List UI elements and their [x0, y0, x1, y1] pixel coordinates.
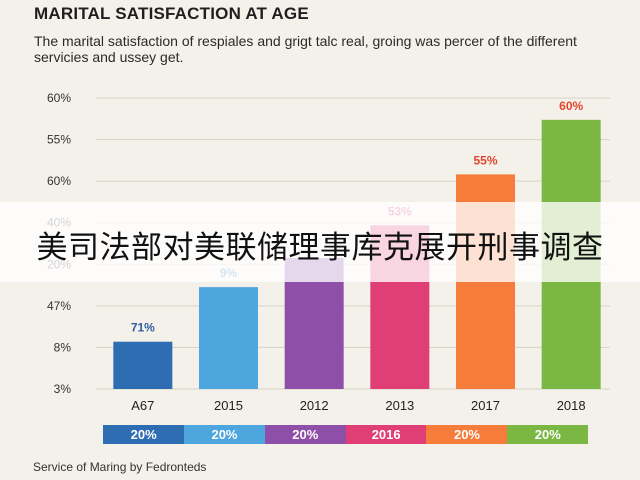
x-tick-label: 2018 — [557, 398, 586, 413]
legend-strip-cell: 20% — [103, 425, 185, 444]
bar-2015 — [199, 287, 258, 389]
x-tick-label: A67 — [131, 398, 154, 413]
legend-strip-cell: 2016 — [345, 425, 427, 444]
y-tick-label: 8% — [54, 340, 72, 354]
x-tick-label: 2017 — [471, 398, 500, 413]
legend-strip-cell: 20% — [426, 425, 508, 444]
legend-strip-cell: 20% — [183, 425, 266, 444]
legend-strip-cell: 20% — [507, 425, 589, 444]
data-label: 60% — [559, 99, 583, 113]
x-tick-label: 2013 — [385, 398, 414, 413]
overlay-banner — [0, 202, 640, 282]
bar-A67 — [113, 341, 173, 389]
y-tick-label: 60% — [47, 91, 71, 105]
y-tick-label: 60% — [47, 174, 71, 188]
x-tick-label: 2012 — [300, 398, 329, 413]
x-tick-label: 2015 — [214, 398, 243, 413]
y-tick-label: 3% — [54, 382, 72, 396]
chart-title: MARITAL SATISFACTION AT AGE — [34, 4, 309, 23]
data-label: 55% — [473, 153, 497, 167]
legend-strip-cell: 20% — [264, 425, 346, 444]
source-note: Service of Maring by Fedronteds — [33, 460, 207, 474]
y-tick-label: 55% — [47, 133, 71, 147]
overlay-banner-text: 美司法部对美联储理事库克展开刑事调查 — [36, 230, 604, 266]
x-axis-ticks: A67 2015 2012 2013 2017 2018 — [131, 398, 585, 413]
data-label: 71% — [131, 321, 155, 335]
y-tick-label: 47% — [47, 299, 71, 313]
chart-subtitle: The marital satisfaction of respiales an… — [34, 33, 577, 65]
